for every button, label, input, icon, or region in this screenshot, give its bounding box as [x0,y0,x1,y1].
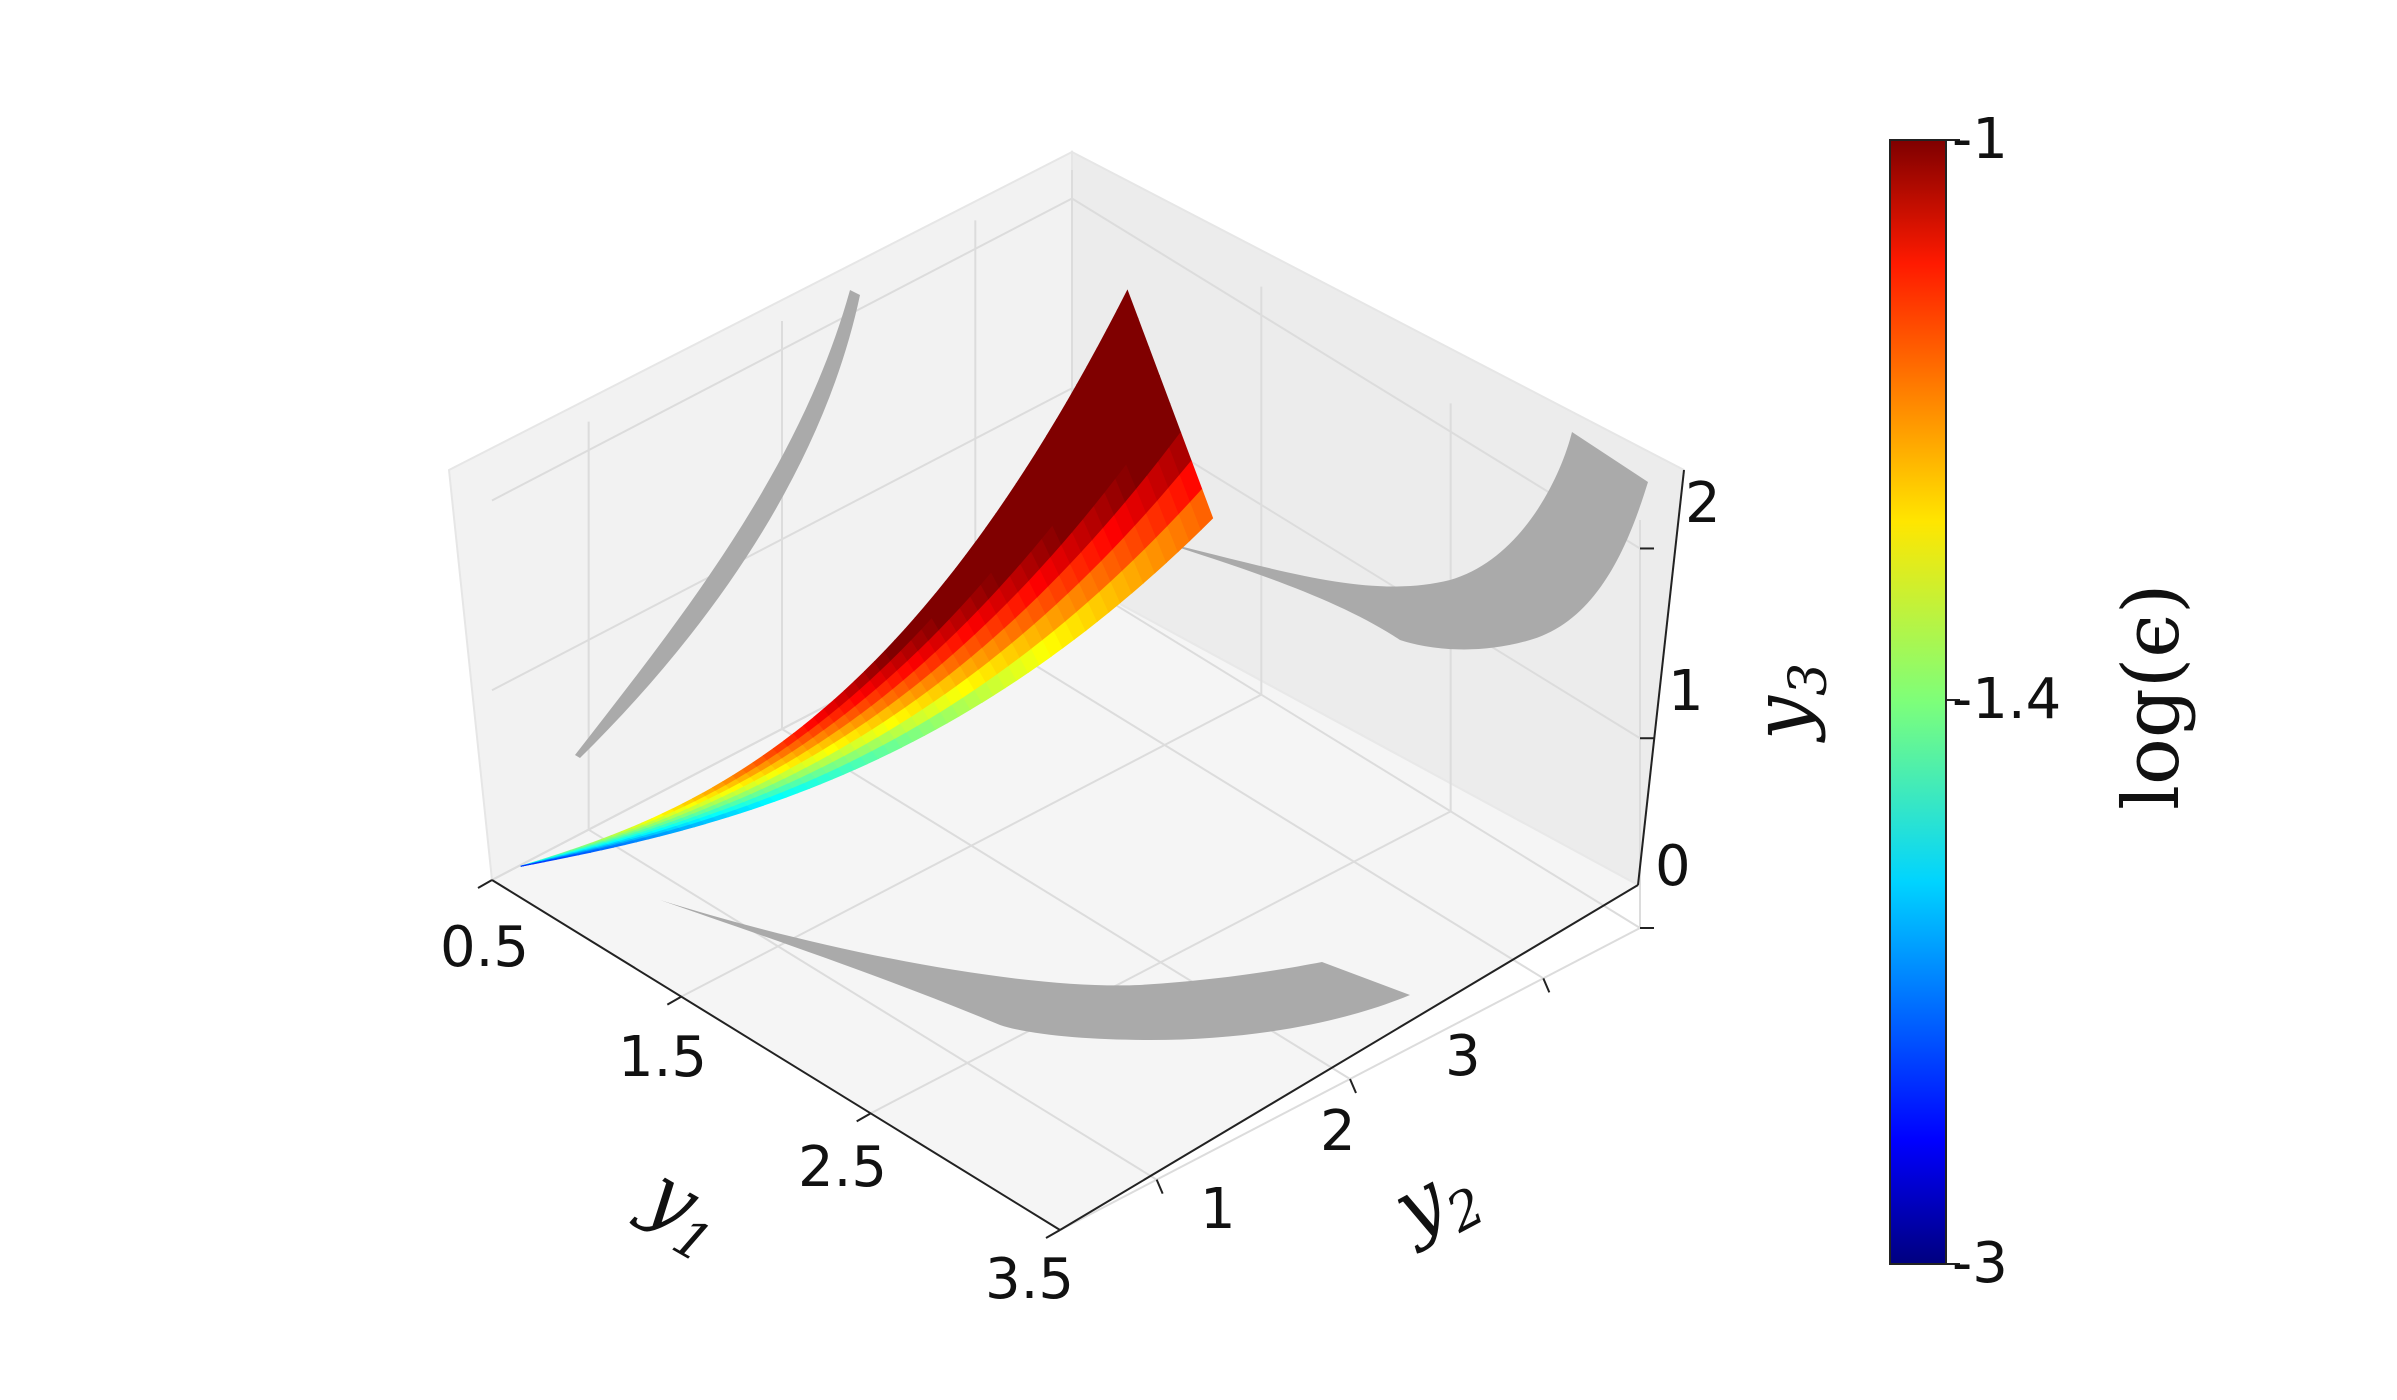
surface-plot [520,289,1214,867]
y3-axis-label: y3 [1737,663,1839,743]
colorbar-gradient [1889,139,1947,1265]
y2-axis-label: y2 [1376,1139,1495,1267]
y1-tick-label: 2.5 [798,1135,887,1200]
colorbar-label: log(ϵ) [2107,584,2197,810]
y1-tick-labels: 0.5 1.5 2.5 3.5 [440,915,1074,1312]
y2-tick-labels: 1 2 3 [1200,1024,1481,1242]
colorbar-tick-label: -3 [1952,1231,2008,1296]
y1-tick-label: 1.5 [618,1025,707,1090]
y3-axis-label-subscript: 3 [1779,663,1839,696]
grid-line [974,627,1544,980]
colorbar-tick-label: -1.4 [1952,667,2061,732]
y3-tick-labels: 0 1 2 [1655,471,1721,899]
grid-line [491,197,1073,502]
y1-tick-mark [856,1112,872,1123]
projection-right-wall [1155,432,1648,650]
y2-tick-label: 3 [1445,1024,1481,1089]
y3-axis-line [1637,469,1685,886]
y2-tick-mark [1349,1078,1357,1094]
axis-ticks [477,547,1654,1239]
y1-tick-label: 0.5 [440,915,529,980]
y3-tick-label: 0 [1655,834,1691,899]
surface-facet [1190,488,1214,531]
grid-line [588,828,1158,1181]
projections [575,290,1648,1040]
y1-tick-mark [1045,1229,1061,1239]
y2-axis-line [1059,884,1639,1231]
y2-tick-mark [1542,977,1551,993]
y1-axis-label: y1 [622,1147,742,1275]
y1-axis-line [491,879,1061,1231]
colorbar-tick-label: -1 [1952,107,2008,172]
y2-tick-label: 2 [1320,1099,1356,1164]
colorbar: -1 -1.4 -3 log(ϵ) [1889,107,2197,1296]
y3-axis-label-base: y [1737,695,1827,743]
y3-tick-label: 2 [1685,471,1721,536]
axis-lines [491,469,1685,1231]
grid-line [491,387,1073,692]
y2-tick-label: 1 [1200,1177,1236,1242]
y1-tick-mark [477,879,493,889]
grid-line [1071,577,1641,929]
grid-line [1071,197,1641,550]
projection-floor [660,900,1410,1040]
y1-tick-label: 3.5 [985,1247,1074,1312]
y3-tick-label: 1 [1668,659,1704,724]
y1-tick-mark [666,995,682,1006]
y2-tick-mark [1155,1179,1164,1195]
